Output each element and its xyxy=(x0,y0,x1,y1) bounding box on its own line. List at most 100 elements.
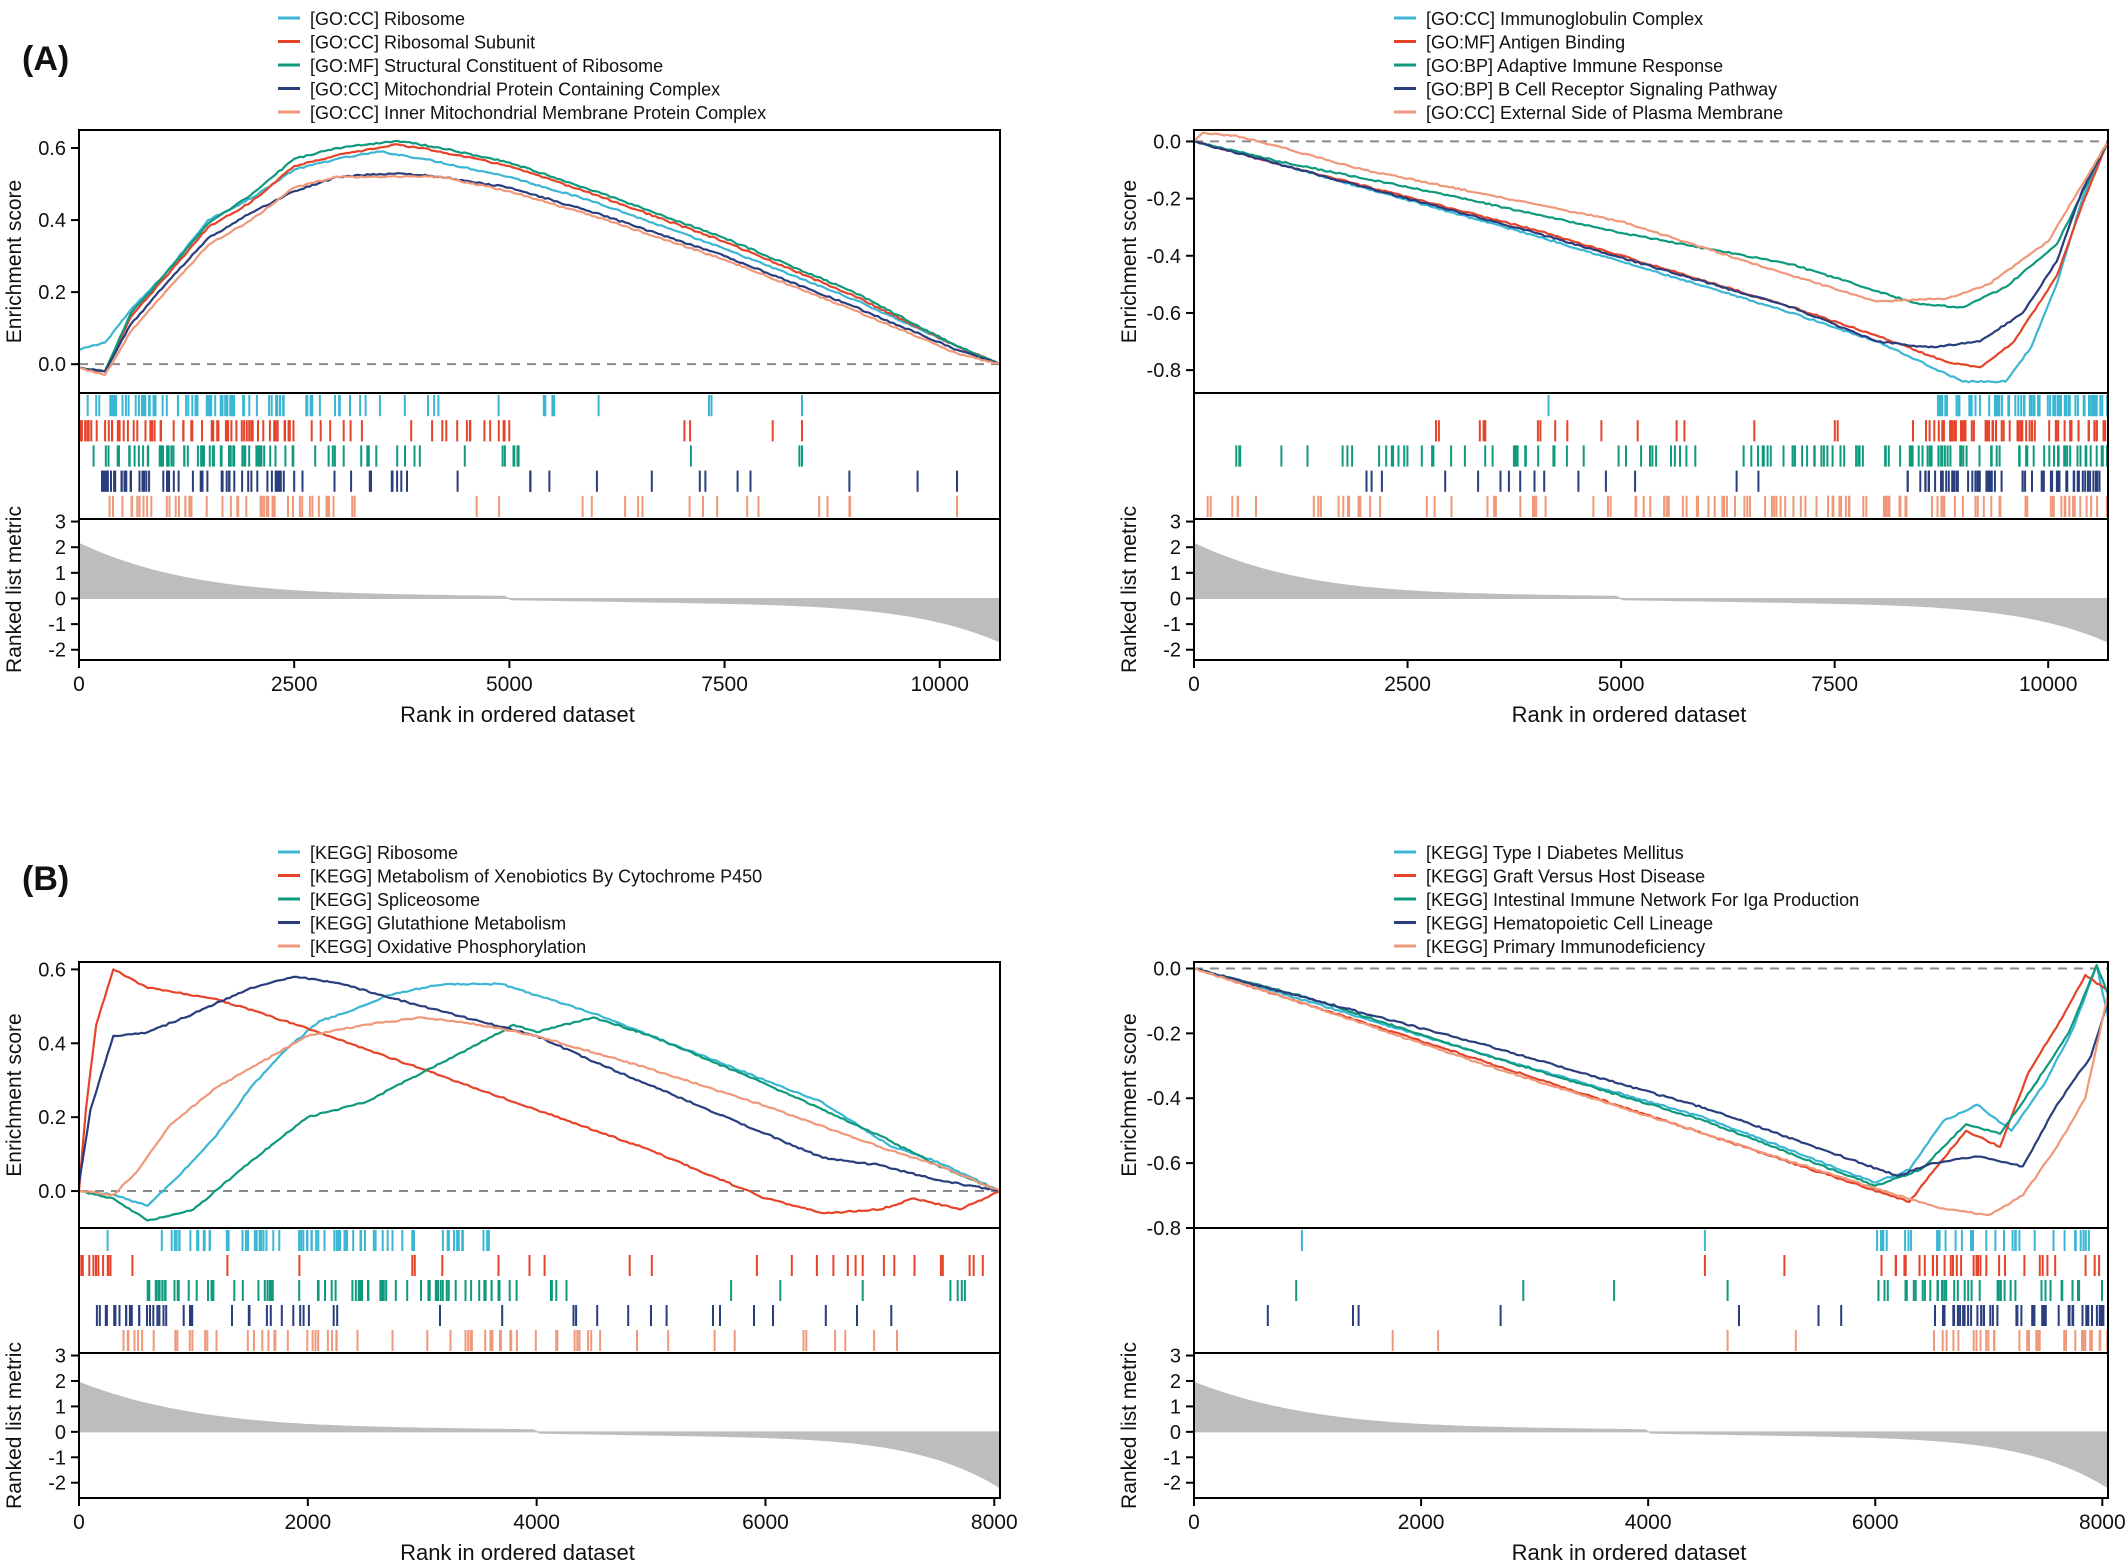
x-tick-label: 0 xyxy=(73,673,85,696)
metric-y-tick-label: 2 xyxy=(1170,1371,1181,1393)
es-y-tick-label: 0.4 xyxy=(38,210,66,232)
metric-y-tick-label: -1 xyxy=(48,614,66,636)
metric-plot-frame xyxy=(1193,1352,2109,1499)
x-axis-title: Rank in ordered dataset xyxy=(1512,702,1747,727)
es-plot-frame xyxy=(78,129,1001,394)
gsea-panel-go-upregulated: [GO:CC] Ribosome [GO:CC] Ribosomal Subuni… xyxy=(3,9,1001,727)
gsea-panel-kegg-upregulated: [KEGG] Ribosome [KEGG] Metabolism of Xeno… xyxy=(3,843,1018,1565)
x-tick-label: 4000 xyxy=(513,1511,560,1534)
x-tick-label: 7500 xyxy=(1811,673,1858,696)
legend-entry: [GO:CC] Ribosome xyxy=(310,9,465,29)
metric-y-tick-label: 1 xyxy=(55,563,66,585)
metric-y-tick-label: 0 xyxy=(1170,588,1181,610)
metric-y-tick-label: -2 xyxy=(48,1473,66,1495)
metric-y-axis-title: Ranked list metric xyxy=(1118,506,1141,673)
metric-plot-frame xyxy=(78,518,1001,661)
x-axis-title: Rank in ordered dataset xyxy=(400,1540,635,1565)
es-plot-frame xyxy=(1193,961,2109,1229)
ranked-metric-area xyxy=(1193,1381,2109,1489)
es-y-tick-label: -0.2 xyxy=(1147,189,1181,211)
x-axis-title: Rank in ordered dataset xyxy=(400,702,635,727)
legend-entry: [GO:BP] Adaptive Immune Response xyxy=(1426,56,1723,76)
metric-y-tick-label: -1 xyxy=(1163,1447,1181,1469)
x-tick-label: 2000 xyxy=(1398,1511,1445,1534)
metric-y-tick-label: 0 xyxy=(55,1422,66,1444)
legend-entry: [GO:MF] Structural Constituent of Riboso… xyxy=(310,56,663,76)
x-tick-label: 6000 xyxy=(1852,1511,1899,1534)
es-curve-series-2 xyxy=(1193,967,2109,1204)
metric-y-tick-label: 3 xyxy=(55,1346,66,1368)
panel-label-b: (B) xyxy=(22,860,69,898)
es-curve-series-5 xyxy=(1193,131,2109,303)
ranked-metric-area xyxy=(78,542,1001,643)
es-curve-series-1 xyxy=(79,982,1001,1207)
es-curve-series-2 xyxy=(78,143,1001,373)
x-tick-label: 10000 xyxy=(911,673,969,696)
es-curve-series-5 xyxy=(78,175,1001,377)
metric-y-tick-label: -1 xyxy=(48,1447,66,1469)
es-curve-series-1 xyxy=(78,150,1001,366)
es-y-axis-title: Enrichment score xyxy=(3,1013,26,1176)
es-y-tick-label: -0.8 xyxy=(1147,360,1181,382)
metric-y-tick-label: 2 xyxy=(1170,537,1181,559)
legend-entry: [GO:MF] Antigen Binding xyxy=(1426,33,1625,53)
legend-entry: [KEGG] Ribosome xyxy=(310,843,458,863)
es-y-tick-label: 0.0 xyxy=(1153,958,1181,980)
metric-y-tick-label: 3 xyxy=(55,512,66,534)
x-tick-label: 0 xyxy=(73,1511,85,1534)
metric-plot-frame xyxy=(1193,518,2109,661)
ranked-metric-area xyxy=(1193,542,2109,643)
es-curve-series-2 xyxy=(1193,140,2110,369)
es-curve-series-2 xyxy=(77,968,1001,1215)
legend-entry: [GO:CC] Inner Mitochondrial Membrane Pro… xyxy=(310,103,766,123)
legend-entry: [GO:CC] Mitochondrial Protein Containing… xyxy=(310,80,720,100)
x-tick-label: 8000 xyxy=(971,1511,1018,1534)
x-tick-label: 0 xyxy=(1188,673,1200,696)
legend-entry: [GO:CC] Ribosomal Subunit xyxy=(310,33,535,53)
legend-entry: [GO:BP] B Cell Receptor Signaling Pathwa… xyxy=(1426,80,1777,100)
legend-entry: [KEGG] Oxidative Phosphorylation xyxy=(310,937,586,957)
x-tick-label: 2500 xyxy=(1384,673,1431,696)
es-y-tick-label: 0.6 xyxy=(38,959,66,981)
metric-y-tick-label: -2 xyxy=(1163,640,1181,662)
metric-y-tick-label: 1 xyxy=(1170,563,1181,585)
es-y-tick-label: 0.2 xyxy=(38,282,66,304)
es-y-tick-label: 0.0 xyxy=(38,1181,66,1203)
es-plot-frame xyxy=(1193,129,2109,394)
hits-plot-frame xyxy=(78,392,1001,520)
x-tick-label: 2500 xyxy=(271,673,318,696)
es-y-tick-label: -0.8 xyxy=(1147,1218,1181,1240)
metric-y-tick-label: 3 xyxy=(1170,512,1181,534)
legend-entry: [KEGG] Hematopoietic Cell Lineage xyxy=(1426,914,1713,934)
es-y-tick-label: -0.6 xyxy=(1147,1153,1181,1175)
metric-y-tick-label: 3 xyxy=(1170,1346,1181,1368)
x-tick-label: 10000 xyxy=(2019,673,2077,696)
es-curve-series-4 xyxy=(77,975,1001,1193)
legend-entry: [GO:CC] Immunoglobulin Complex xyxy=(1426,9,1703,29)
es-y-tick-label: 0.4 xyxy=(38,1033,66,1055)
legend-entry: [KEGG] Spliceosome xyxy=(310,890,480,910)
metric-plot-frame xyxy=(78,1352,1001,1499)
x-tick-label: 2000 xyxy=(284,1511,331,1534)
es-y-tick-label: 0.0 xyxy=(1153,131,1181,153)
metric-y-tick-label: -2 xyxy=(48,640,66,662)
metric-y-tick-label: -1 xyxy=(1163,614,1181,636)
x-axis-title: Rank in ordered dataset xyxy=(1512,1540,1747,1565)
metric-y-tick-label: 2 xyxy=(55,1371,66,1393)
es-y-axis-title: Enrichment score xyxy=(1118,1013,1141,1176)
es-curve-series-5 xyxy=(1193,967,2110,1217)
x-tick-label: 6000 xyxy=(742,1511,789,1534)
metric-y-tick-label: 1 xyxy=(1170,1396,1181,1418)
es-curve-series-1 xyxy=(1193,964,2110,1184)
es-y-axis-title: Enrichment score xyxy=(1118,180,1141,343)
es-y-tick-label: 0.0 xyxy=(38,354,66,376)
legend-entry: [KEGG] Graft Versus Host Disease xyxy=(1426,867,1705,887)
legend-entry: [KEGG] Intestinal Immune Network For Iga… xyxy=(1426,890,1859,910)
metric-y-tick-label: 2 xyxy=(55,537,66,559)
es-y-tick-label: 0.2 xyxy=(38,1107,66,1129)
legend-entry: [KEGG] Glutathione Metabolism xyxy=(310,914,566,934)
es-y-tick-label: -0.4 xyxy=(1147,246,1181,268)
metric-y-tick-label: -2 xyxy=(1163,1473,1181,1495)
panel-label-a: (A) xyxy=(22,40,69,78)
